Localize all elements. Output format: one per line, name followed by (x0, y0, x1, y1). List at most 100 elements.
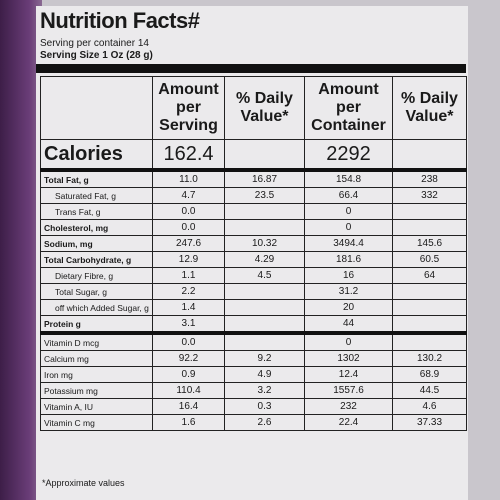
cell: 0.0 (152, 219, 225, 236)
nutrient-row: Sodium, mg 247.6 10.32 3494.4 145.6 (40, 235, 467, 252)
cell: 1557.6 (304, 382, 393, 399)
cell: Total Sugar, g (40, 283, 153, 300)
header-cell: Amount per Serving (152, 76, 225, 140)
cell: 1.6 (152, 414, 225, 431)
cell: 60.5 (392, 251, 467, 268)
cell: 247.6 (152, 235, 225, 252)
cell: 16 (304, 267, 393, 284)
footnote: *Approximate values (42, 478, 125, 488)
cell: 332 (392, 187, 467, 204)
cell: 0.0 (152, 331, 225, 351)
cell: 0.3 (224, 398, 305, 415)
cell (392, 299, 467, 316)
cell: 130.2 (392, 350, 467, 367)
cell: 0.0 (152, 203, 225, 220)
header-cell: % Daily Value* (224, 76, 305, 140)
cell: 1.4 (152, 299, 225, 316)
cell: 3.2 (224, 382, 305, 399)
nutrient-row: Total Fat, g 11.0 16.87 154.8 238 (40, 168, 467, 188)
header-cell: % Daily Value* (392, 76, 467, 140)
nutrient-row: Total Sugar, g 2.2 31.2 (40, 283, 467, 300)
cell: 162.4 (152, 139, 225, 171)
cell (392, 331, 467, 351)
cell: 1302 (304, 350, 393, 367)
cell: Total Fat, g (40, 168, 153, 188)
nutrient-row: Calcium mg 92.2 9.2 1302 130.2 (40, 350, 467, 367)
cell: 4.29 (224, 251, 305, 268)
cell: 4.7 (152, 187, 225, 204)
cell: 66.4 (304, 187, 393, 204)
cell: 92.2 (152, 350, 225, 367)
servings: Serving per container 14 (40, 38, 149, 49)
nutrient-row: Cholesterol, mg 0.0 0 (40, 219, 467, 236)
cell: Total Carbohydrate, g (40, 251, 153, 268)
cell: 20 (304, 299, 393, 316)
cell: 23.5 (224, 187, 305, 204)
header-row: Amount per Serving% Daily Value* Amount p… (40, 76, 467, 140)
nutrient-row: off which Added Sugar, g 1.4 20 (40, 299, 467, 316)
cell: 4.5 (224, 267, 305, 284)
cell (224, 203, 305, 220)
cell: 44 (304, 315, 393, 334)
cell: 2292 (304, 139, 393, 171)
nutrient-row: Total Carbohydrate, g 12.9 4.29 181.6 60.5 (40, 251, 467, 268)
cell: Calcium mg (40, 350, 153, 367)
cell (392, 315, 467, 334)
cell: 4.6 (392, 398, 467, 415)
cell: 0 (304, 203, 393, 220)
cell: 44.5 (392, 382, 467, 399)
title: Nutrition Facts# (40, 8, 200, 33)
nutrient-row: Saturated Fat, g 4.7 23.5 66.4 332 (40, 187, 467, 204)
nutrient-row: Protein g 3.1 44 (40, 315, 467, 334)
cell: 9.2 (224, 350, 305, 367)
cell: Protein g (40, 315, 153, 334)
cell: Dietary Fibre, g (40, 267, 153, 284)
cell: 2.6 (224, 414, 305, 431)
serving-size: Serving Size 1 Oz (28 g) (40, 50, 153, 61)
cell: 2.2 (152, 283, 225, 300)
cell: Cholesterol, mg (40, 219, 153, 236)
nutrient-row: Dietary Fibre, g 1.1 4.5 16 64 (40, 267, 467, 284)
nutrition-table: Amount per Serving% Daily Value* Amount p… (40, 76, 467, 431)
cell: 0.9 (152, 366, 225, 383)
package-edge (0, 0, 42, 500)
cell (392, 219, 467, 236)
cell: Calories (40, 139, 153, 171)
cell: 22.4 (304, 414, 393, 431)
cell (224, 283, 305, 300)
cell: 16.87 (224, 168, 305, 188)
cell: 12.9 (152, 251, 225, 268)
divider (36, 64, 466, 73)
cell: Potassium mg (40, 382, 153, 399)
cell: 3494.4 (304, 235, 393, 252)
cell: 181.6 (304, 251, 393, 268)
cell: 110.4 (152, 382, 225, 399)
nutrient-row: Vitamin D mcg 0.0 0 (40, 331, 467, 351)
cell: 64 (392, 267, 467, 284)
cell: Sodium, mg (40, 235, 153, 252)
cell (224, 315, 305, 334)
cell: 0 (304, 219, 393, 236)
cell: Iron mg (40, 366, 153, 383)
cell: off which Added Sugar, g (40, 299, 153, 316)
cell: 0 (304, 331, 393, 351)
header-cell (40, 76, 153, 140)
cell: 145.6 (392, 235, 467, 252)
cell: Vitamin D mcg (40, 331, 153, 351)
cell: 232 (304, 398, 393, 415)
cell: 68.9 (392, 366, 467, 383)
cell: 1.1 (152, 267, 225, 284)
nutrient-row: Calories 162.4 2292 (40, 139, 467, 171)
nutrient-row: Iron mg 0.9 4.9 12.4 68.9 (40, 366, 467, 383)
cell: 37.33 (392, 414, 467, 431)
cell (224, 139, 305, 171)
cell (392, 283, 467, 300)
nutrient-row: Trans Fat, g 0.0 0 (40, 203, 467, 220)
header-cell: Amount per Container (304, 76, 393, 140)
cell: 31.2 (304, 283, 393, 300)
cell: 154.8 (304, 168, 393, 188)
cell: 10.32 (224, 235, 305, 252)
nutrition-label: Nutrition Facts# Serving per container 1… (36, 6, 468, 500)
cell: 4.9 (224, 366, 305, 383)
